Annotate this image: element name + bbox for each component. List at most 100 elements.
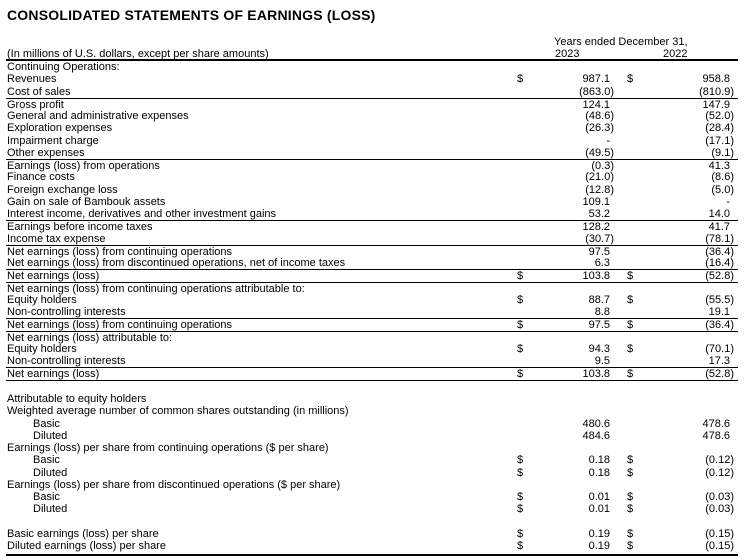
row-label: Attributable to equity holders: [7, 393, 147, 406]
table-row: Diluted earnings (loss) per share $0.19 $ (…: [6, 540, 738, 552]
value-2022: -: [726, 195, 730, 208]
value-2022: (70.1): [705, 342, 734, 355]
currency-symbol-2022: $: [627, 466, 634, 479]
value-2023: 97.5: [588, 245, 610, 258]
table-row: Net earnings (loss) attributable to:: [6, 330, 738, 344]
value-2023: 0.18: [588, 466, 610, 479]
row-label: Finance costs: [7, 171, 75, 184]
value-2022: 14.0: [708, 208, 730, 220]
currency-symbol-2022: $: [627, 342, 634, 355]
value-2023: (0.3): [591, 160, 614, 172]
currency-symbol-2023: $: [517, 454, 524, 467]
value-2023: 128.2: [582, 221, 610, 234]
currency-symbol-2023: $: [517, 466, 524, 479]
value-2022: (28.4): [705, 122, 734, 135]
value-2023: (48.6): [585, 110, 614, 122]
row-label: Earnings before income taxes: [7, 221, 153, 234]
row-label: Net earnings (loss): [7, 368, 100, 381]
value-2023: 6.3: [594, 257, 610, 269]
value-2023: (21.0): [585, 171, 614, 184]
table-row: Earnings (loss) per share from continuin…: [6, 442, 738, 454]
value-2023: 103.8: [582, 270, 610, 283]
currency-symbol-2022: $: [627, 528, 634, 541]
currency-symbol-2022: $: [627, 503, 634, 516]
row-label: Diluted: [33, 503, 68, 516]
table-row: Earnings before income taxes 128.2 41.7: [6, 220, 738, 234]
value-2022: 41.3: [708, 160, 730, 172]
currency-symbol-2023: $: [517, 491, 524, 504]
column-header-2022: 2022: [663, 48, 688, 60]
row-label: Exploration expenses: [7, 122, 113, 135]
table-row: Net earnings (loss) from discontinued op…: [6, 257, 738, 269]
value-2023: 987.1: [582, 73, 610, 86]
value-2023: (30.7): [585, 232, 614, 245]
value-2022: 19.1: [708, 306, 730, 318]
value-2023: (49.5): [585, 146, 614, 159]
row-label: Net earnings (loss) from continuing oper…: [7, 282, 305, 295]
table-row: Income tax expense (30.7) (78.1): [6, 233, 738, 245]
value-2022: 41.7: [708, 221, 730, 234]
row-label: Income tax expense: [7, 232, 106, 245]
value-2022: (810.9): [699, 85, 734, 98]
value-2023: 0.19: [588, 540, 610, 553]
table-row: Basic $0.18 $ (0.12): [6, 454, 738, 466]
value-2022: (17.1): [705, 134, 734, 147]
spacer-row: [6, 381, 738, 394]
table-row: Net earnings (loss) $103.8 $ (52.8): [6, 367, 738, 381]
value-2022: (0.15): [705, 540, 734, 553]
value-2022: (16.4): [705, 257, 734, 269]
table-row: Revenues $987.1 $958.8: [6, 73, 738, 85]
table-row: Non-controlling interests 8.8 19.1: [6, 306, 738, 318]
table-row: Basic earnings (loss) per share $0.19 $ (0.…: [6, 528, 738, 540]
value-2023: (12.8): [585, 183, 614, 196]
row-label: Net earnings (loss) from continuing oper…: [7, 245, 233, 258]
table-row: Net earnings (loss) $103.8 $ (52.8): [6, 269, 738, 283]
units-note: (In millions of U.S. dollars, except per…: [7, 48, 269, 60]
row-label: Earnings (loss) per share from continuin…: [7, 442, 329, 455]
value-2022: (9.1): [711, 146, 734, 159]
currency-symbol-2023: $: [517, 540, 524, 553]
table-row: Attributable to equity holders: [6, 393, 738, 405]
table-row: Net earnings (loss) from continuing oper…: [6, 318, 738, 332]
row-label: Basic: [33, 454, 60, 467]
period-header: Years ended December 31,: [554, 36, 688, 48]
currency-symbol-2023: $: [517, 319, 524, 332]
row-label: Weighted average number of common shares…: [7, 405, 349, 418]
value-2023: 94.3: [588, 342, 610, 355]
table-row: Non-controlling interests 9.5 17.3: [6, 355, 738, 367]
currency-symbol-2022: $: [627, 368, 634, 381]
value-2022: (52.8): [705, 368, 734, 381]
table-row: Gain on sale of Bambouk assets 109.1 -: [6, 196, 738, 208]
row-label: Earnings (loss) from operations: [7, 160, 160, 172]
row-label: Other expenses: [7, 146, 85, 159]
value-2022: 147.9: [702, 98, 730, 111]
currency-symbol-2023: $: [517, 503, 524, 516]
table-row: Other expenses (49.5) (9.1): [6, 147, 738, 159]
row-label: Diluted: [33, 429, 68, 442]
row-label: Basic earnings (loss) per share: [7, 528, 159, 541]
value-2022: 478.6: [702, 417, 730, 430]
value-2022: 958.8: [702, 73, 730, 86]
value-2023: 53.2: [588, 208, 610, 220]
value-2022: 478.6: [702, 429, 730, 442]
value-2022: (0.03): [705, 491, 734, 504]
row-label: Impairment charge: [7, 134, 99, 147]
currency-symbol-2023: $: [517, 342, 524, 355]
currency-symbol-2022: $: [627, 491, 634, 504]
row-label: Non-controlling interests: [7, 306, 126, 318]
currency-symbol-2023: $: [517, 528, 524, 541]
table-row: Diluted 484.6 478.6: [6, 430, 738, 442]
row-label: Basic: [33, 417, 60, 430]
value-2023: (26.3): [585, 122, 614, 135]
table-row: Cost of sales (863.0) (810.9): [6, 86, 738, 98]
header-rule: [6, 59, 738, 61]
row-label: Gross profit: [7, 98, 64, 111]
value-2023: 103.8: [582, 368, 610, 381]
value-2023: 0.01: [588, 491, 610, 504]
currency-symbol-2022: $: [627, 454, 634, 467]
table-row: Weighted average number of common shares…: [6, 405, 738, 417]
table-row: Exploration expenses (26.3) (28.4): [6, 122, 738, 134]
row-label: Gain on sale of Bambouk assets: [7, 195, 166, 208]
value-2023: 0.18: [588, 454, 610, 467]
currency-symbol-2022: $: [627, 540, 634, 553]
